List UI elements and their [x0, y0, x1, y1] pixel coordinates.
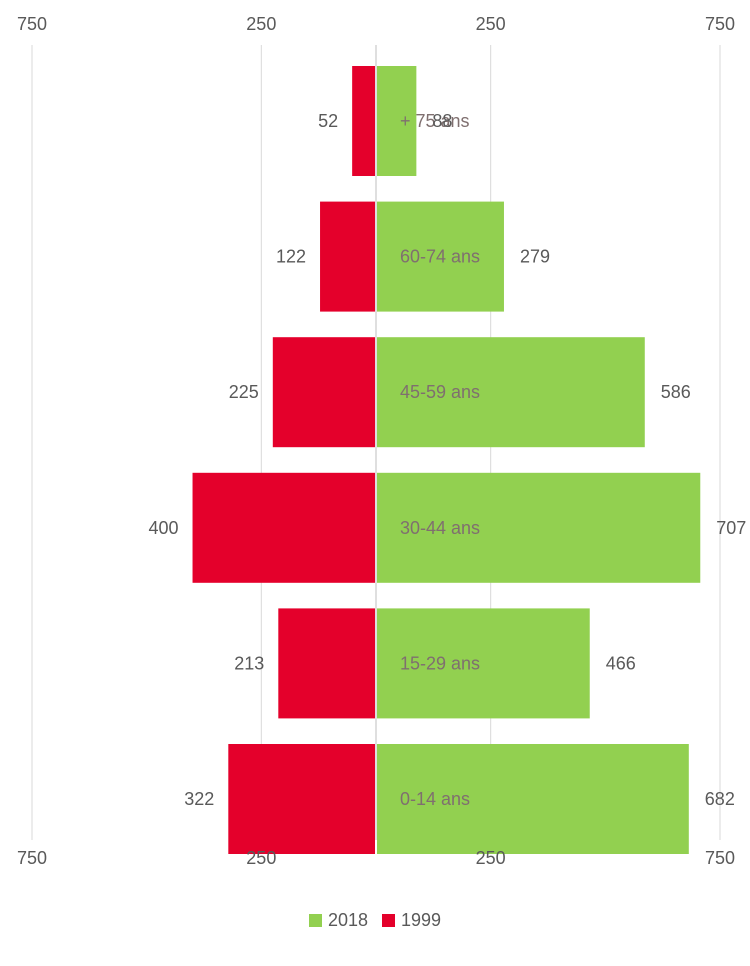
bar-2018-15-29-ans	[377, 608, 590, 719]
bar-2018-60-74-ans	[377, 201, 504, 312]
chart-legend: 2018 1999	[0, 910, 750, 931]
legend-item-2018: 2018	[308, 910, 368, 931]
category-label: 60-74 ans	[400, 247, 480, 267]
legend-swatch-2018	[308, 914, 322, 927]
category-label: + 75 ans	[400, 111, 470, 131]
category-label: 0-14 ans	[400, 789, 470, 809]
data-label-2018: 707	[716, 518, 746, 538]
legend-label-2018: 2018	[327, 910, 368, 930]
bar-2018-0-14-ans	[377, 744, 689, 854]
axis-tick-label-bottom: 250	[246, 848, 276, 868]
axis-tick-label-top: 750	[17, 14, 47, 34]
data-label-1999: 322	[184, 789, 214, 809]
category-label: 45-59 ans	[400, 382, 480, 402]
bar-1999-15-29-ans	[278, 608, 375, 719]
axis-tick-label-bottom: 750	[17, 848, 47, 868]
category-label: 15-29 ans	[400, 653, 480, 673]
axis-tick-label-top: 750	[705, 14, 735, 34]
data-label-1999: 52	[318, 111, 338, 131]
axis-tick-label-bottom: 750	[705, 848, 735, 868]
bar-1999-45-59-ans	[272, 337, 375, 448]
bar-1999-0-14-ans	[228, 744, 375, 854]
data-label-1999: 400	[148, 518, 178, 538]
data-label-2018: 586	[661, 382, 691, 402]
bar-2018--75-ans	[377, 66, 417, 176]
data-label-1999: 225	[229, 382, 259, 402]
axis-tick-label-top: 250	[246, 14, 276, 34]
category-label: 30-44 ans	[400, 518, 480, 538]
bar-1999-60-74-ans	[320, 201, 375, 312]
bar-1999--75-ans	[352, 66, 375, 176]
data-label-2018: 466	[606, 653, 636, 673]
data-label-1999: 213	[234, 653, 264, 673]
data-label-1999: 122	[276, 247, 306, 267]
legend-item-1999: 1999	[382, 910, 441, 931]
data-label-2018: 88	[432, 111, 452, 131]
data-label-2018: 279	[520, 247, 550, 267]
data-label-2018: 682	[705, 789, 735, 809]
legend-swatch-1999	[382, 914, 395, 927]
axis-tick-label-top: 250	[476, 14, 506, 34]
bar-2018-45-59-ans	[377, 337, 645, 448]
bar-2018-30-44-ans	[377, 472, 701, 583]
axis-tick-label-bottom: 250	[476, 848, 506, 868]
bar-1999-30-44-ans	[192, 472, 375, 583]
legend-label-1999: 1999	[401, 910, 442, 930]
